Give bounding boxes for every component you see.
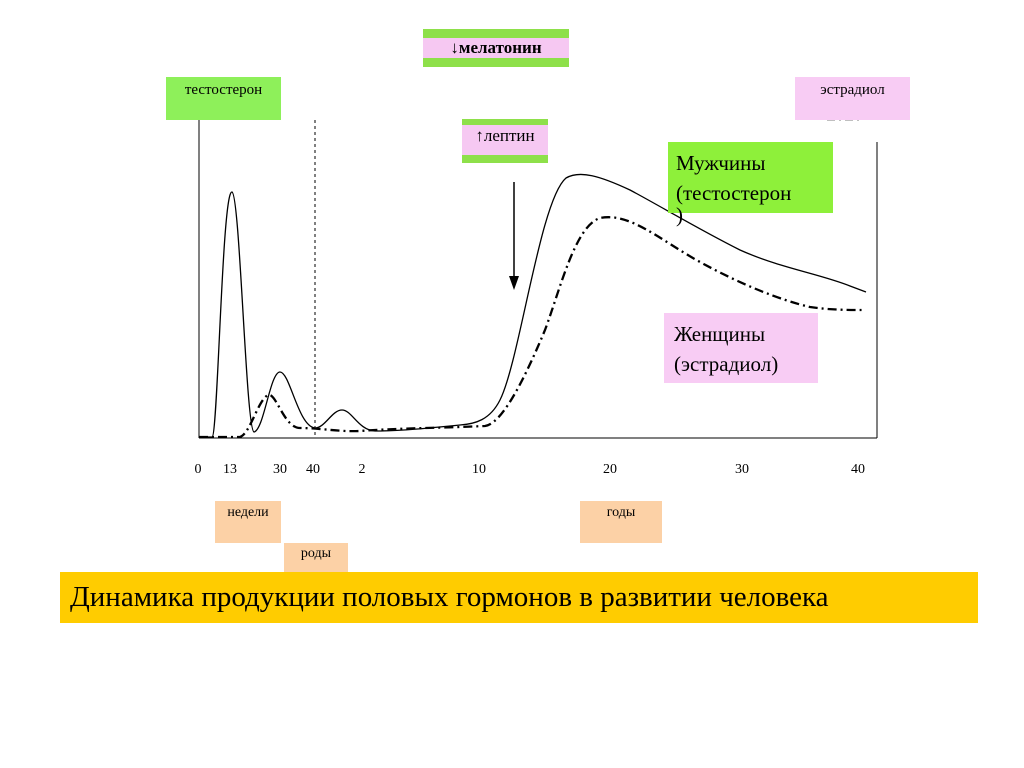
birth-label: роды — [284, 543, 348, 573]
melatonin-label: ↓мелатонин — [423, 29, 569, 67]
estradiol-label: эстрадиол — [795, 77, 910, 120]
testosterone-label: тестостерон — [166, 77, 281, 120]
women-legend-line1: Женщины — [674, 322, 766, 346]
leptin-label: ↑лептин — [462, 119, 548, 163]
x-tick-label: 20 — [603, 462, 617, 477]
x-tick-label: 0 — [194, 462, 202, 477]
women-legend: Женщины (эстрадиол) — [664, 313, 818, 383]
slide-caption: Динамика продукции половых гормонов в ра… — [60, 572, 978, 623]
men-legend-line2: (тестостерон — [676, 181, 792, 205]
men-legend: Мужчины (тестостерон ) — [668, 142, 833, 227]
leptin-arrow — [509, 182, 519, 290]
x-tick-label: 2 — [358, 462, 366, 477]
series-women-estradiol — [199, 216, 863, 439]
x-tick-label: 10 — [472, 462, 486, 477]
women-legend-line2: (эстрадиол) — [674, 352, 779, 376]
x-tick-label: 40 — [851, 462, 865, 477]
men-legend-line3: ) — [676, 203, 683, 227]
x-tick-label: 30 — [735, 462, 749, 477]
years-label: годы — [580, 501, 662, 543]
men-legend-line1: Мужчины — [676, 151, 766, 175]
weeks-label: недели — [215, 501, 281, 543]
x-tick-label: 40 — [306, 462, 320, 477]
x-tick-label: 13 — [223, 462, 237, 477]
x-tick-label: 30 — [273, 462, 287, 477]
